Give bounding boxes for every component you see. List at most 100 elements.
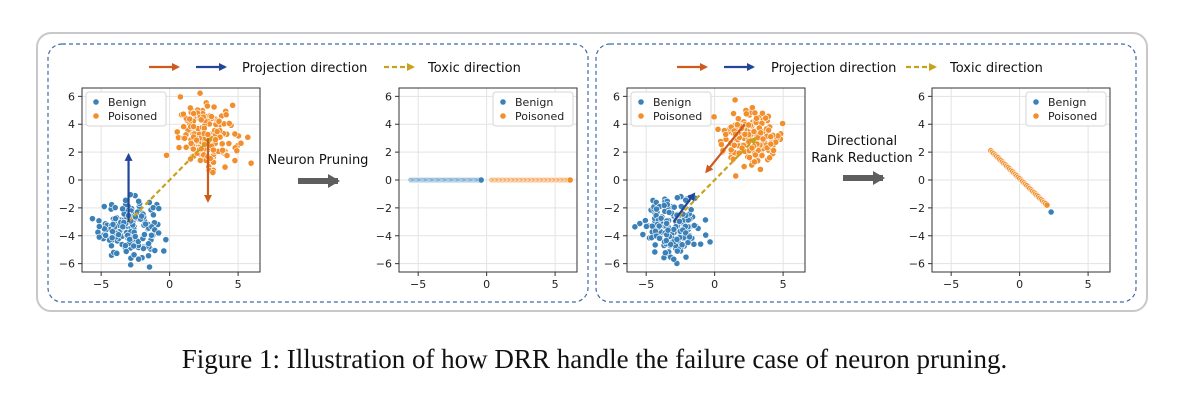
data-point-benign — [162, 236, 170, 244]
legend-box — [85, 91, 167, 127]
y-tick-label: 0 — [385, 174, 392, 187]
y-tick-label: 2 — [68, 146, 75, 159]
y-tick-label: 4 — [918, 118, 925, 131]
data-point-benign — [661, 249, 669, 257]
data-point-benign — [670, 255, 678, 263]
data-point-benign — [657, 214, 665, 222]
legend-projection-label: Projection direction — [771, 61, 896, 76]
data-point-poisoned — [765, 126, 772, 134]
figure-caption: Figure 1: Illustration of how DRR handle… — [181, 344, 1008, 374]
data-point-benign — [111, 204, 119, 212]
data-point-benign — [148, 231, 155, 239]
data-point-benign — [702, 231, 710, 239]
y-tick-label: −2 — [604, 202, 620, 215]
data-point-poisoned — [186, 115, 194, 123]
data-point-benign — [651, 241, 659, 249]
data-point-benign — [702, 216, 709, 224]
y-tick-label: −2 — [59, 202, 75, 215]
data-point-benign — [135, 197, 143, 205]
data-point-poisoned — [187, 139, 195, 147]
x-tick-label: −5 — [638, 278, 654, 291]
data-point-benign — [127, 261, 135, 269]
data-point-poisoned — [753, 114, 760, 122]
x-tick-label: 5 — [235, 278, 242, 291]
data-point-poisoned — [225, 140, 233, 147]
data-point-poisoned — [714, 125, 722, 133]
data-point-poisoned — [196, 157, 204, 164]
y-tick-label: −6 — [604, 258, 620, 271]
data-point-benign — [676, 218, 683, 225]
data-point-benign — [112, 215, 119, 222]
x-tick-label: −5 — [410, 278, 426, 291]
data-point-poisoned — [751, 158, 758, 166]
y-tick-label: 2 — [613, 146, 620, 159]
legend-marker-benign — [499, 98, 507, 106]
y-tick-label: 0 — [918, 174, 925, 187]
data-point-benign — [140, 245, 147, 252]
legend-marker-benign — [1032, 98, 1040, 106]
data-point-poisoned — [759, 135, 767, 143]
data-point-poisoned — [727, 146, 735, 154]
operation-label-line1: Directional — [827, 134, 897, 149]
data-point-benign — [653, 205, 660, 213]
data-point-poisoned — [722, 131, 730, 138]
y-tick-label: −6 — [59, 258, 75, 271]
legend-label-poisoned: Poisoned — [108, 110, 157, 123]
data-point-benign — [160, 247, 168, 255]
data-point-benign — [687, 206, 695, 214]
data-point-benign — [145, 240, 152, 248]
data-point-benign — [130, 242, 138, 250]
data-point-poisoned — [204, 102, 211, 110]
y-tick-label: 6 — [68, 90, 75, 103]
data-point-poisoned — [733, 121, 741, 129]
y-tick-label: −2 — [909, 202, 925, 215]
data-point-poisoned — [779, 120, 787, 127]
data-point-poisoned — [740, 163, 748, 170]
data-point-poisoned — [762, 114, 769, 122]
data-point-poisoned — [710, 113, 718, 121]
operation-label: Neuron Pruning — [268, 153, 369, 168]
data-point-poisoned — [193, 136, 200, 144]
y-tick-label: −4 — [59, 230, 75, 243]
legend-box — [1025, 91, 1107, 127]
data-point-poisoned — [732, 172, 740, 180]
data-point-poisoned — [231, 157, 239, 164]
data-point-benign — [648, 222, 656, 230]
data-points — [987, 147, 1055, 216]
data-point-poisoned — [189, 145, 197, 153]
data-point-poisoned — [186, 104, 194, 112]
data-point-benign — [138, 212, 145, 220]
data-point-benign — [108, 242, 115, 250]
data-point-benign — [131, 233, 139, 240]
data-point-poisoned — [229, 101, 237, 109]
data-point-benign — [655, 222, 663, 230]
data-point-poisoned — [717, 141, 725, 148]
data-point-benign — [636, 220, 644, 227]
data-point-benign — [1047, 208, 1055, 216]
data-point-poisoned — [750, 128, 758, 135]
data-point-benign — [663, 220, 671, 227]
data-point-poisoned — [176, 93, 184, 101]
panel-legend-right: Projection direction Toxic direction — [677, 61, 1043, 76]
data-point-poisoned — [237, 139, 245, 147]
data-point-poisoned — [746, 154, 753, 161]
data-point-benign — [673, 247, 681, 255]
data-point-benign — [690, 222, 698, 229]
data-point-benign — [667, 240, 675, 248]
y-tick-label: −4 — [376, 230, 392, 243]
data-point-poisoned — [731, 96, 739, 104]
data-point-poisoned — [741, 130, 749, 138]
data-point-benign — [660, 202, 668, 209]
data-point-benign — [651, 248, 659, 256]
data-point-poisoned — [219, 146, 226, 154]
data-point-poisoned — [767, 133, 775, 141]
x-tick-label: 0 — [711, 278, 718, 291]
data-point-benign — [665, 209, 673, 216]
data-point-benign — [639, 231, 647, 238]
data-point-poisoned — [223, 152, 231, 159]
data-points — [89, 89, 255, 271]
legend-label-benign: Benign — [515, 96, 553, 109]
data-point-poisoned — [748, 144, 756, 152]
